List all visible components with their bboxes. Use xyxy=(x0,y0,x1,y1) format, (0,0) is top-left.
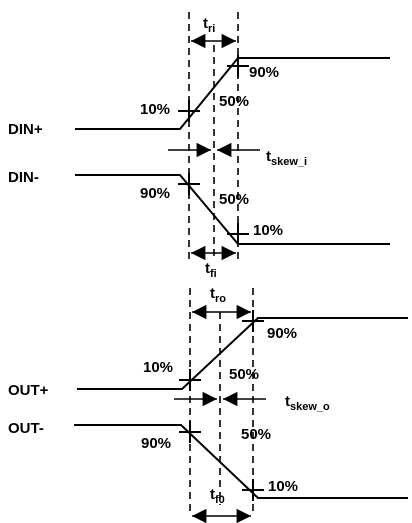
din-minus-waveform xyxy=(75,174,390,245)
din-minus-50-label: 50% xyxy=(219,191,249,208)
t-skew-o-label: tskew_o xyxy=(285,393,330,413)
t-f0-label: tf0 xyxy=(210,486,225,506)
out-minus-90-label: 90% xyxy=(141,435,171,452)
out-plus-50-label: 50% xyxy=(229,366,259,383)
din-plus-50-label: 50% xyxy=(219,93,249,110)
din-minus-10-label: 10% xyxy=(253,222,283,239)
t-ri-label: tri xyxy=(203,15,215,35)
t-skew-i-label: tskew_i xyxy=(266,148,307,168)
out-minus-50-label: 50% xyxy=(241,426,271,443)
out-plus-waveform xyxy=(77,317,408,390)
din-plus-90-label: 90% xyxy=(249,64,279,81)
t-ro-label: tro xyxy=(210,285,226,305)
out-plus-10-label: 10% xyxy=(143,359,173,376)
din-minus-90-label: 90% xyxy=(140,185,170,202)
din-minus-label: DIN- xyxy=(8,169,39,186)
out-plus-label: OUT+ xyxy=(8,382,49,399)
out-plus-90-label: 90% xyxy=(267,325,297,342)
din-plus-label: DIN+ xyxy=(8,121,43,138)
out-minus-10-label: 10% xyxy=(268,478,298,495)
din-plus-waveform xyxy=(75,57,390,130)
out-minus-label: OUT- xyxy=(8,420,44,437)
din-plus-10-label: 10% xyxy=(140,101,170,118)
t-fi-label: tfi xyxy=(205,260,217,280)
out-minus-waveform xyxy=(74,424,408,499)
